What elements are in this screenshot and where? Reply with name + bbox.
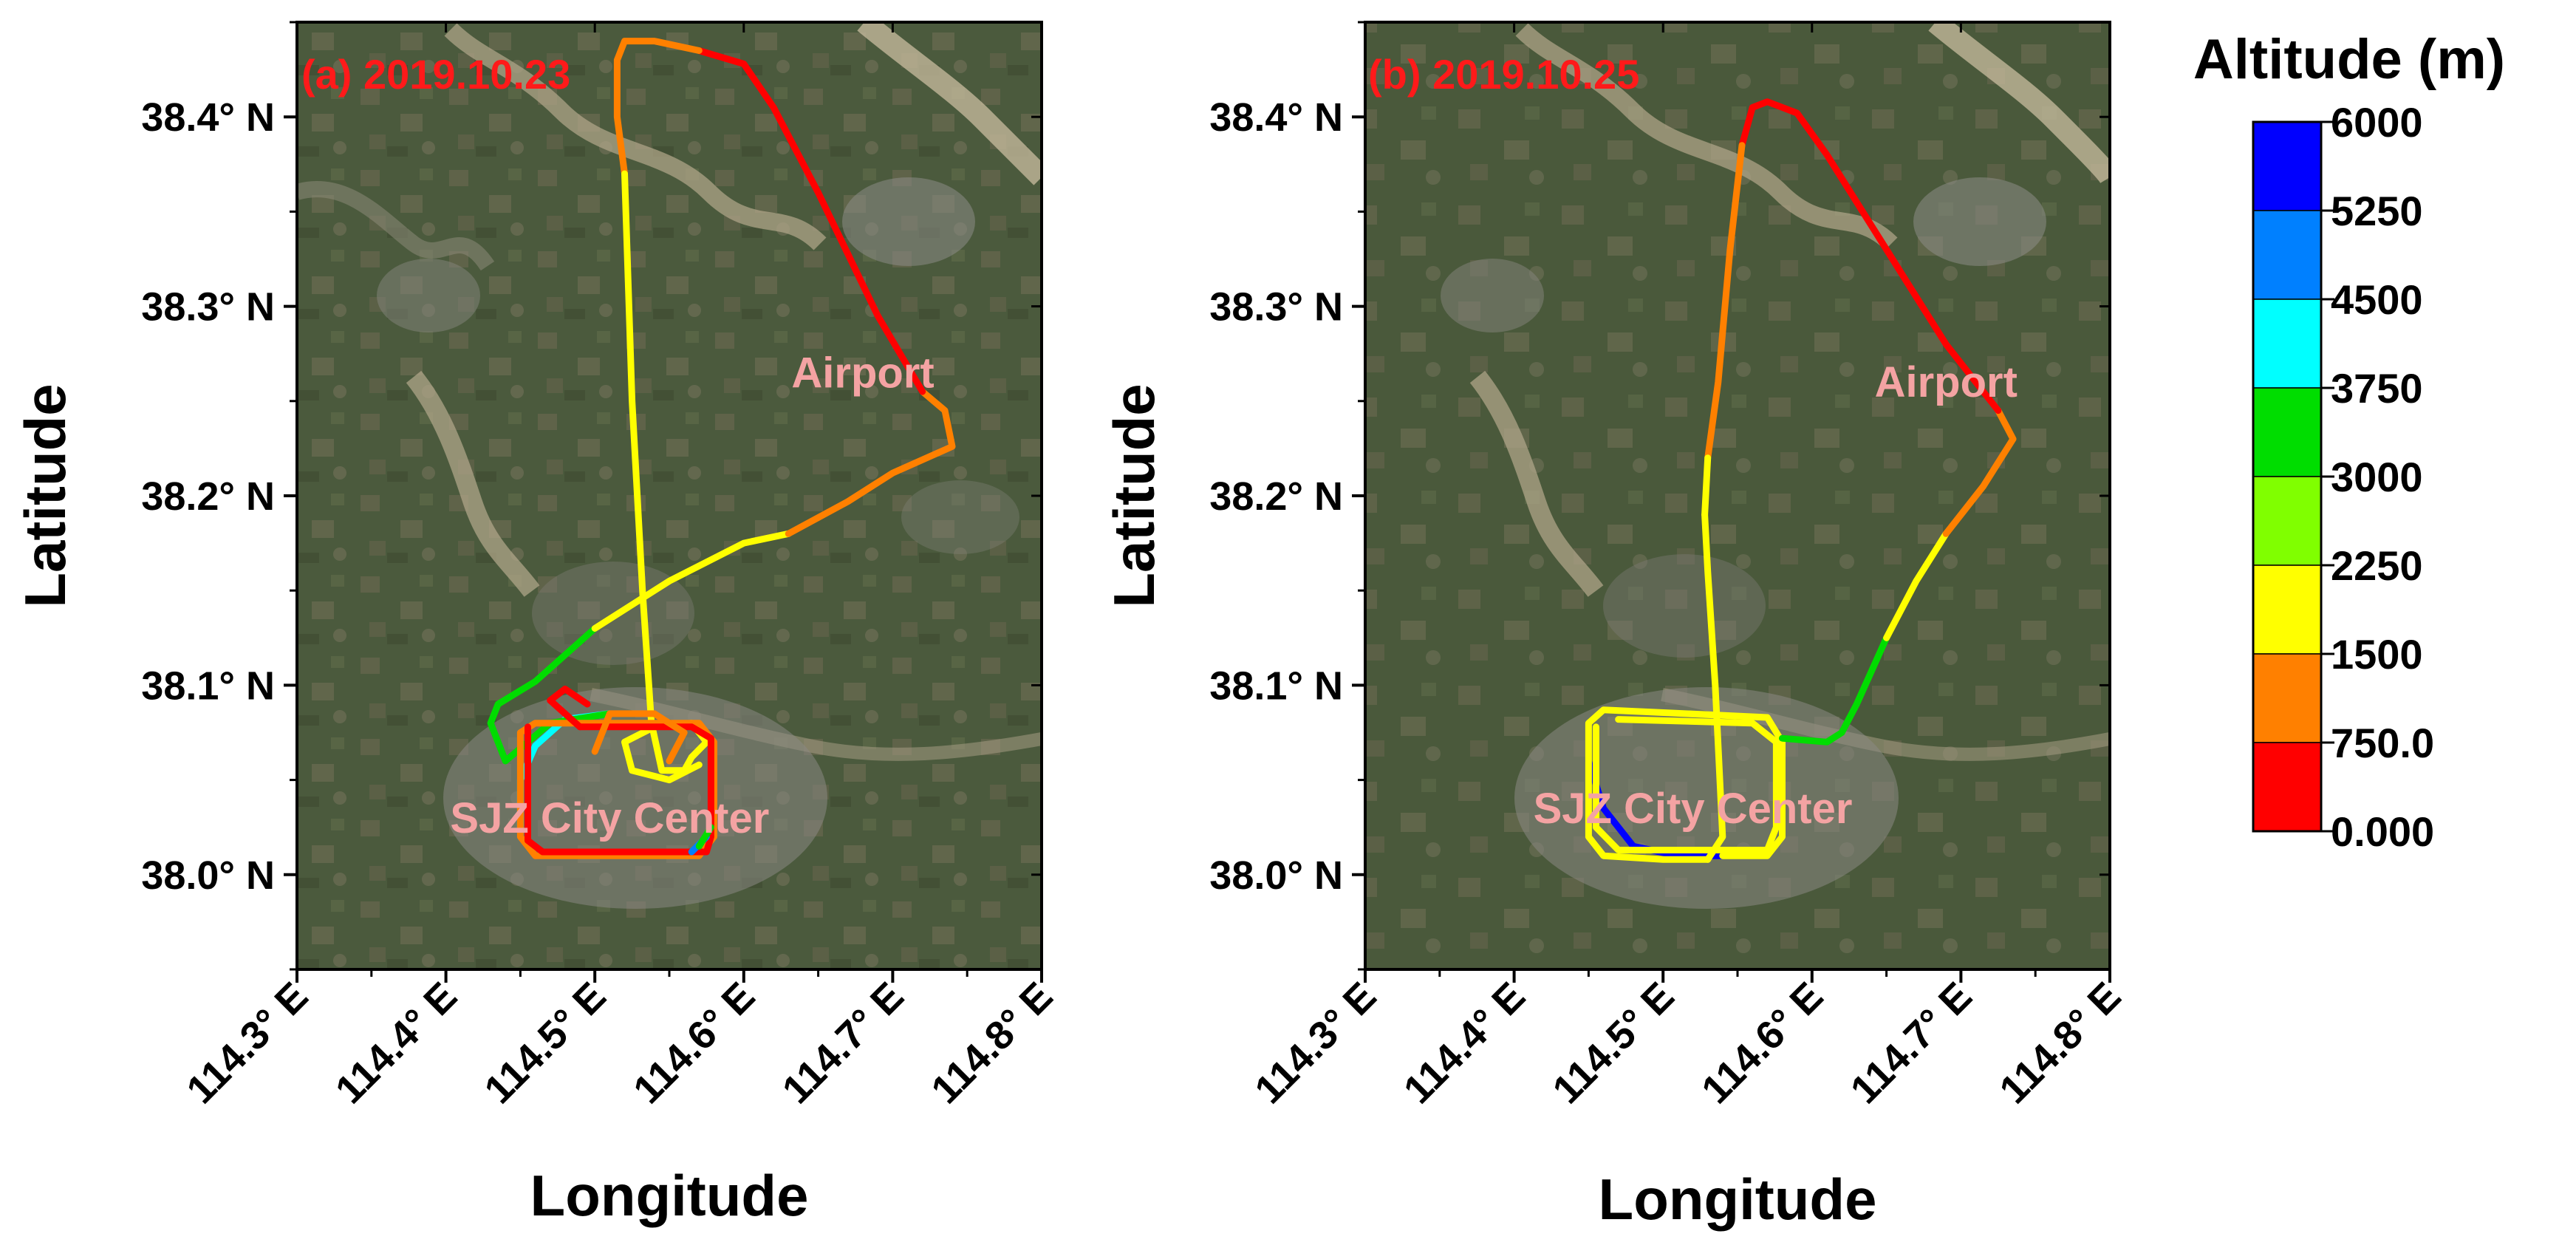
track-segment xyxy=(1779,634,1890,746)
track-segment xyxy=(1701,454,1712,519)
track-segment xyxy=(1883,530,1950,641)
colorbar-title: Altitude (m) xyxy=(2193,28,2505,91)
track-segment xyxy=(547,686,591,731)
x-tick-label: 114.3° E xyxy=(178,974,316,1112)
y-tick-label: 38.0° N xyxy=(141,853,275,898)
y-axis-title-a: Latitude xyxy=(13,383,78,607)
colorbar-tick-label: 3000 xyxy=(2331,454,2423,500)
y-tick-label: 38.4° N xyxy=(141,95,275,140)
colorbar: Altitude (m) 6000 5250 4500 3750 3000 2250 150… xyxy=(2193,28,2505,855)
x-tick-label: 114.6° E xyxy=(625,974,763,1112)
track-segment xyxy=(591,710,688,765)
x-tick-label: 114.7° E xyxy=(774,974,912,1112)
map-panel-a: 114.3° E 114.4° E 114.5° E 114.6° E 114.7° E… xyxy=(13,21,1061,1228)
x-tick-label: 114.5° E xyxy=(476,974,614,1112)
y-tick-label: 38.4° N xyxy=(1209,95,1343,140)
x-tick-label: 114.8° E xyxy=(923,974,1061,1112)
colorbar-tick-label: 750.0 xyxy=(2331,720,2434,766)
track-segment xyxy=(1942,407,2017,537)
y-tick-label: 38.2° N xyxy=(1209,474,1343,519)
colorbar-swatch xyxy=(2252,653,2322,743)
x-tick-label: 114.4° E xyxy=(1395,974,1534,1112)
colorbar-swatch xyxy=(2252,387,2322,477)
track-segment xyxy=(1585,706,1786,863)
colorbar-tick-label: 6000 xyxy=(2331,99,2423,146)
flight-track-b xyxy=(1585,98,2017,863)
x-axis-title-a: Longitude xyxy=(530,1163,809,1228)
y-tick-label: 38.1° N xyxy=(1209,664,1343,708)
colorbar-swatches xyxy=(2252,121,2322,832)
x-tick-label: 114.3° E xyxy=(1246,974,1384,1112)
track-segment xyxy=(785,388,956,537)
colorbar-swatch xyxy=(2252,742,2322,832)
x-tick-label: 114.7° E xyxy=(1842,974,1981,1112)
annotation-city-center-b: SJZ City Center xyxy=(1534,785,1853,833)
track-segment xyxy=(1704,142,1746,462)
track-segment xyxy=(621,720,710,784)
colorbar-swatch xyxy=(2252,299,2322,389)
colorbar-tick-label: 0.000 xyxy=(2331,808,2434,855)
colorbar-ticks: 6000 5250 4500 3750 3000 2250 1500 750.0 0.000 xyxy=(2321,99,2434,855)
panel-label-a: (a) 2019.10.23 xyxy=(301,51,570,98)
colorbar-tick-label: 3750 xyxy=(2331,365,2423,412)
track-segment xyxy=(613,38,703,177)
y-axis-title-b: Latitude xyxy=(1101,383,1166,607)
x-tick-label: 114.5° E xyxy=(1544,974,1682,1112)
annotation-airport-a: Airport xyxy=(791,349,934,397)
track-segment xyxy=(695,47,926,395)
y-tick-label: 38.0° N xyxy=(1209,853,1343,898)
panel-label-b: (b) 2019.10.25 xyxy=(1368,51,1639,98)
track-segment xyxy=(1738,98,2002,415)
colorbar-tick-label: 5250 xyxy=(2331,188,2423,234)
colorbar-swatch xyxy=(2252,476,2322,566)
colorbar-tick-label: 2250 xyxy=(2331,542,2423,589)
x-tick-label: 114.4° E xyxy=(327,974,465,1112)
map-panel-b: 114.3° E 114.4° E 114.5° E 114.6° E 114.7° E… xyxy=(1101,21,2129,1232)
track-segment xyxy=(525,723,714,856)
y-tick-label: 38.2° N xyxy=(141,474,275,519)
y-tick-label: 38.3° N xyxy=(141,285,275,330)
x-tick-label: 114.8° E xyxy=(1991,974,2129,1112)
x-axis-title-b: Longitude xyxy=(1599,1167,1877,1232)
track-segment xyxy=(1593,716,1780,853)
colorbar-swatch xyxy=(2252,210,2322,300)
flight-track-a xyxy=(487,38,956,859)
colorbar-swatch xyxy=(2252,564,2322,655)
x-tick-label: 114.6° E xyxy=(1693,974,1831,1112)
y-tick-label: 38.3° N xyxy=(1209,285,1343,330)
track-segment xyxy=(591,530,792,632)
annotation-airport-b: Airport xyxy=(1875,358,2018,406)
annotation-city-center-a: SJZ City Center xyxy=(450,794,769,842)
track-segment xyxy=(1701,511,1726,863)
colorbar-swatch xyxy=(2252,121,2322,211)
colorbar-tick-label: 4500 xyxy=(2331,276,2423,323)
y-tick-label: 38.1° N xyxy=(141,664,275,708)
colorbar-tick-label: 1500 xyxy=(2331,631,2423,678)
track-segment xyxy=(695,824,714,850)
